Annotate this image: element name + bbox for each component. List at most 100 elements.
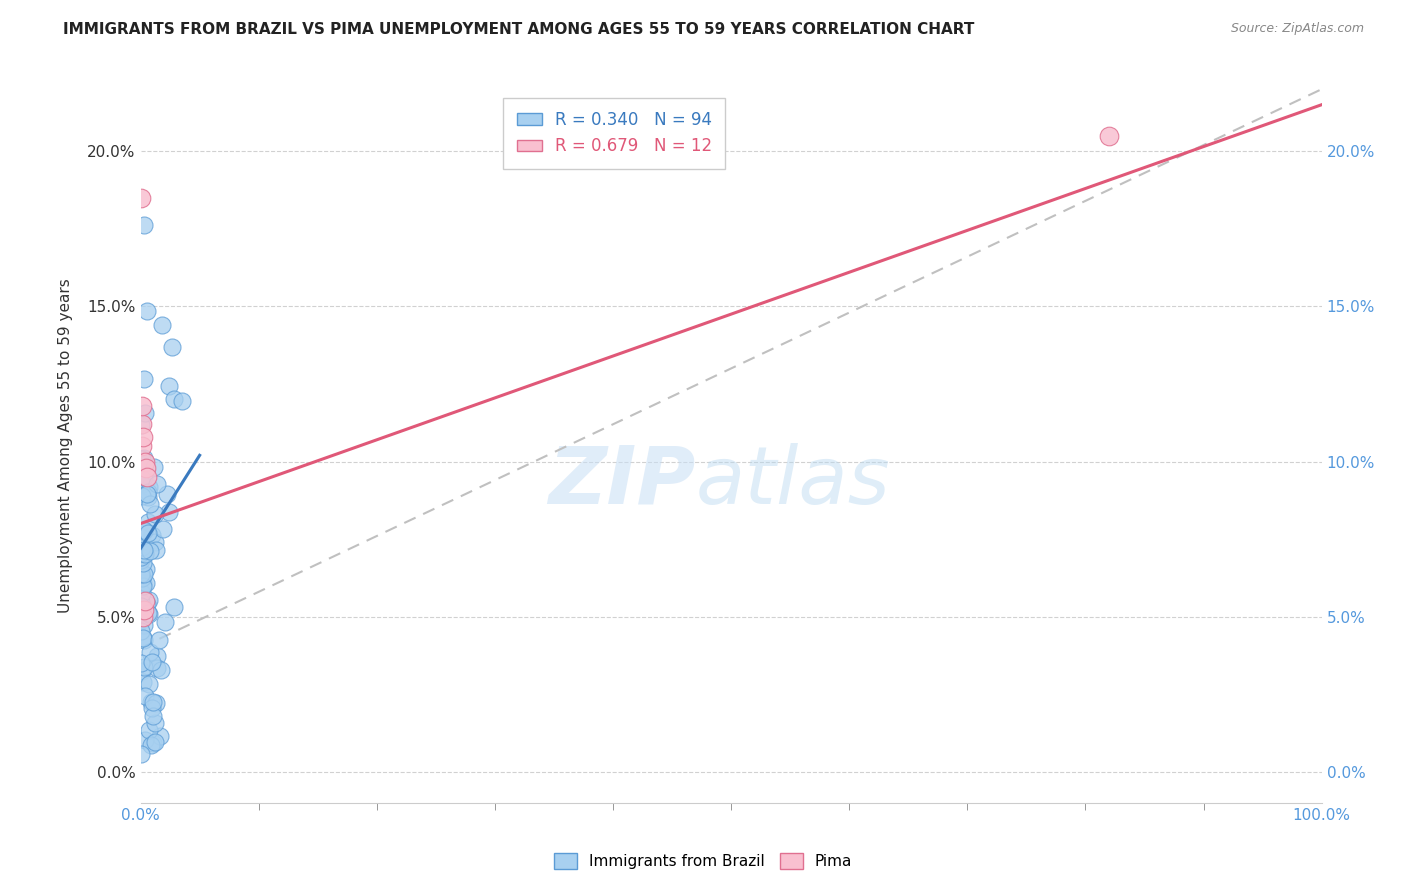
Point (135, 460, 157, 475)
Point (132, 430, 155, 444)
Text: ZIP: ZIP (548, 442, 696, 521)
Point (136, 606, 159, 620)
Point (134, 372, 156, 386)
Point (163, 600, 186, 615)
Point (136, 516, 159, 530)
Point (129, 568, 152, 582)
Point (150, 318, 173, 333)
Point (129, 656, 152, 670)
Point (153, 615, 176, 629)
Point (138, 645, 160, 659)
Point (142, 736, 165, 750)
Point (131, 575, 153, 590)
Point (143, 734, 166, 748)
Point (131, 566, 153, 581)
Point (131, 477, 153, 491)
Point (162, 340, 184, 354)
Point (134, 689, 156, 703)
Point (157, 505, 180, 519)
Point (162, 392, 184, 406)
Point (135, 541, 157, 555)
Point (136, 484, 159, 499)
Point (129, 550, 152, 565)
Point (134, 594, 156, 608)
Point (131, 553, 153, 567)
Point (135, 470, 157, 484)
Point (132, 470, 155, 484)
Point (134, 454, 156, 468)
Point (145, 696, 167, 710)
Text: Source: ZipAtlas.com: Source: ZipAtlas.com (1230, 22, 1364, 36)
Point (129, 417, 152, 432)
Point (131, 585, 153, 599)
Point (148, 632, 170, 647)
Point (132, 609, 155, 624)
Point (129, 747, 152, 761)
Point (134, 450, 156, 465)
Point (135, 575, 157, 590)
Point (131, 399, 153, 413)
Point (143, 716, 166, 731)
Point (141, 700, 163, 714)
Point (142, 709, 165, 723)
Text: IMMIGRANTS FROM BRAZIL VS PIMA UNEMPLOYMENT AMONG AGES 55 TO 59 YEARS CORRELATIO: IMMIGRANTS FROM BRAZIL VS PIMA UNEMPLOYM… (63, 22, 974, 37)
Point (139, 695, 162, 709)
Point (131, 540, 153, 554)
Point (138, 480, 160, 494)
Point (138, 607, 160, 621)
Point (132, 547, 155, 561)
Point (132, 524, 155, 538)
Point (136, 490, 159, 504)
Point (141, 738, 163, 752)
Point (157, 379, 180, 393)
Point (138, 593, 160, 607)
Point (131, 451, 153, 466)
Point (138, 525, 160, 540)
Point (132, 631, 155, 645)
Point (141, 656, 163, 670)
Point (131, 571, 153, 585)
Point (150, 663, 173, 677)
Point (145, 543, 167, 558)
Point (134, 547, 156, 561)
Point (156, 487, 179, 501)
Point (135, 487, 157, 501)
Point (131, 631, 153, 645)
Point (152, 522, 174, 536)
Point (131, 417, 153, 432)
Point (131, 439, 153, 453)
Point (170, 393, 193, 408)
Point (129, 624, 152, 638)
Point (131, 664, 153, 678)
Point (146, 661, 169, 675)
Point (131, 675, 153, 690)
Point (131, 613, 153, 627)
Y-axis label: Unemployment Among Ages 55 to 59 years: Unemployment Among Ages 55 to 59 years (59, 278, 73, 614)
Point (132, 617, 155, 632)
Point (1098, 128, 1121, 143)
Point (146, 648, 169, 663)
Point (131, 557, 153, 571)
Point (145, 477, 167, 491)
Point (134, 406, 156, 420)
Point (131, 541, 153, 555)
Legend: Immigrants from Brazil, Pima: Immigrants from Brazil, Pima (547, 847, 859, 875)
Point (132, 660, 155, 674)
Point (131, 489, 153, 503)
Point (143, 535, 166, 549)
Point (129, 595, 152, 609)
Point (141, 527, 163, 541)
Point (135, 562, 157, 576)
Point (129, 599, 152, 614)
Point (136, 304, 159, 318)
Point (131, 546, 153, 560)
Point (143, 459, 166, 474)
Point (132, 603, 155, 617)
Point (139, 543, 162, 558)
Point (134, 542, 156, 557)
Point (143, 508, 166, 522)
Point (131, 567, 153, 582)
Point (134, 733, 156, 747)
Point (131, 609, 153, 624)
Point (149, 729, 172, 743)
